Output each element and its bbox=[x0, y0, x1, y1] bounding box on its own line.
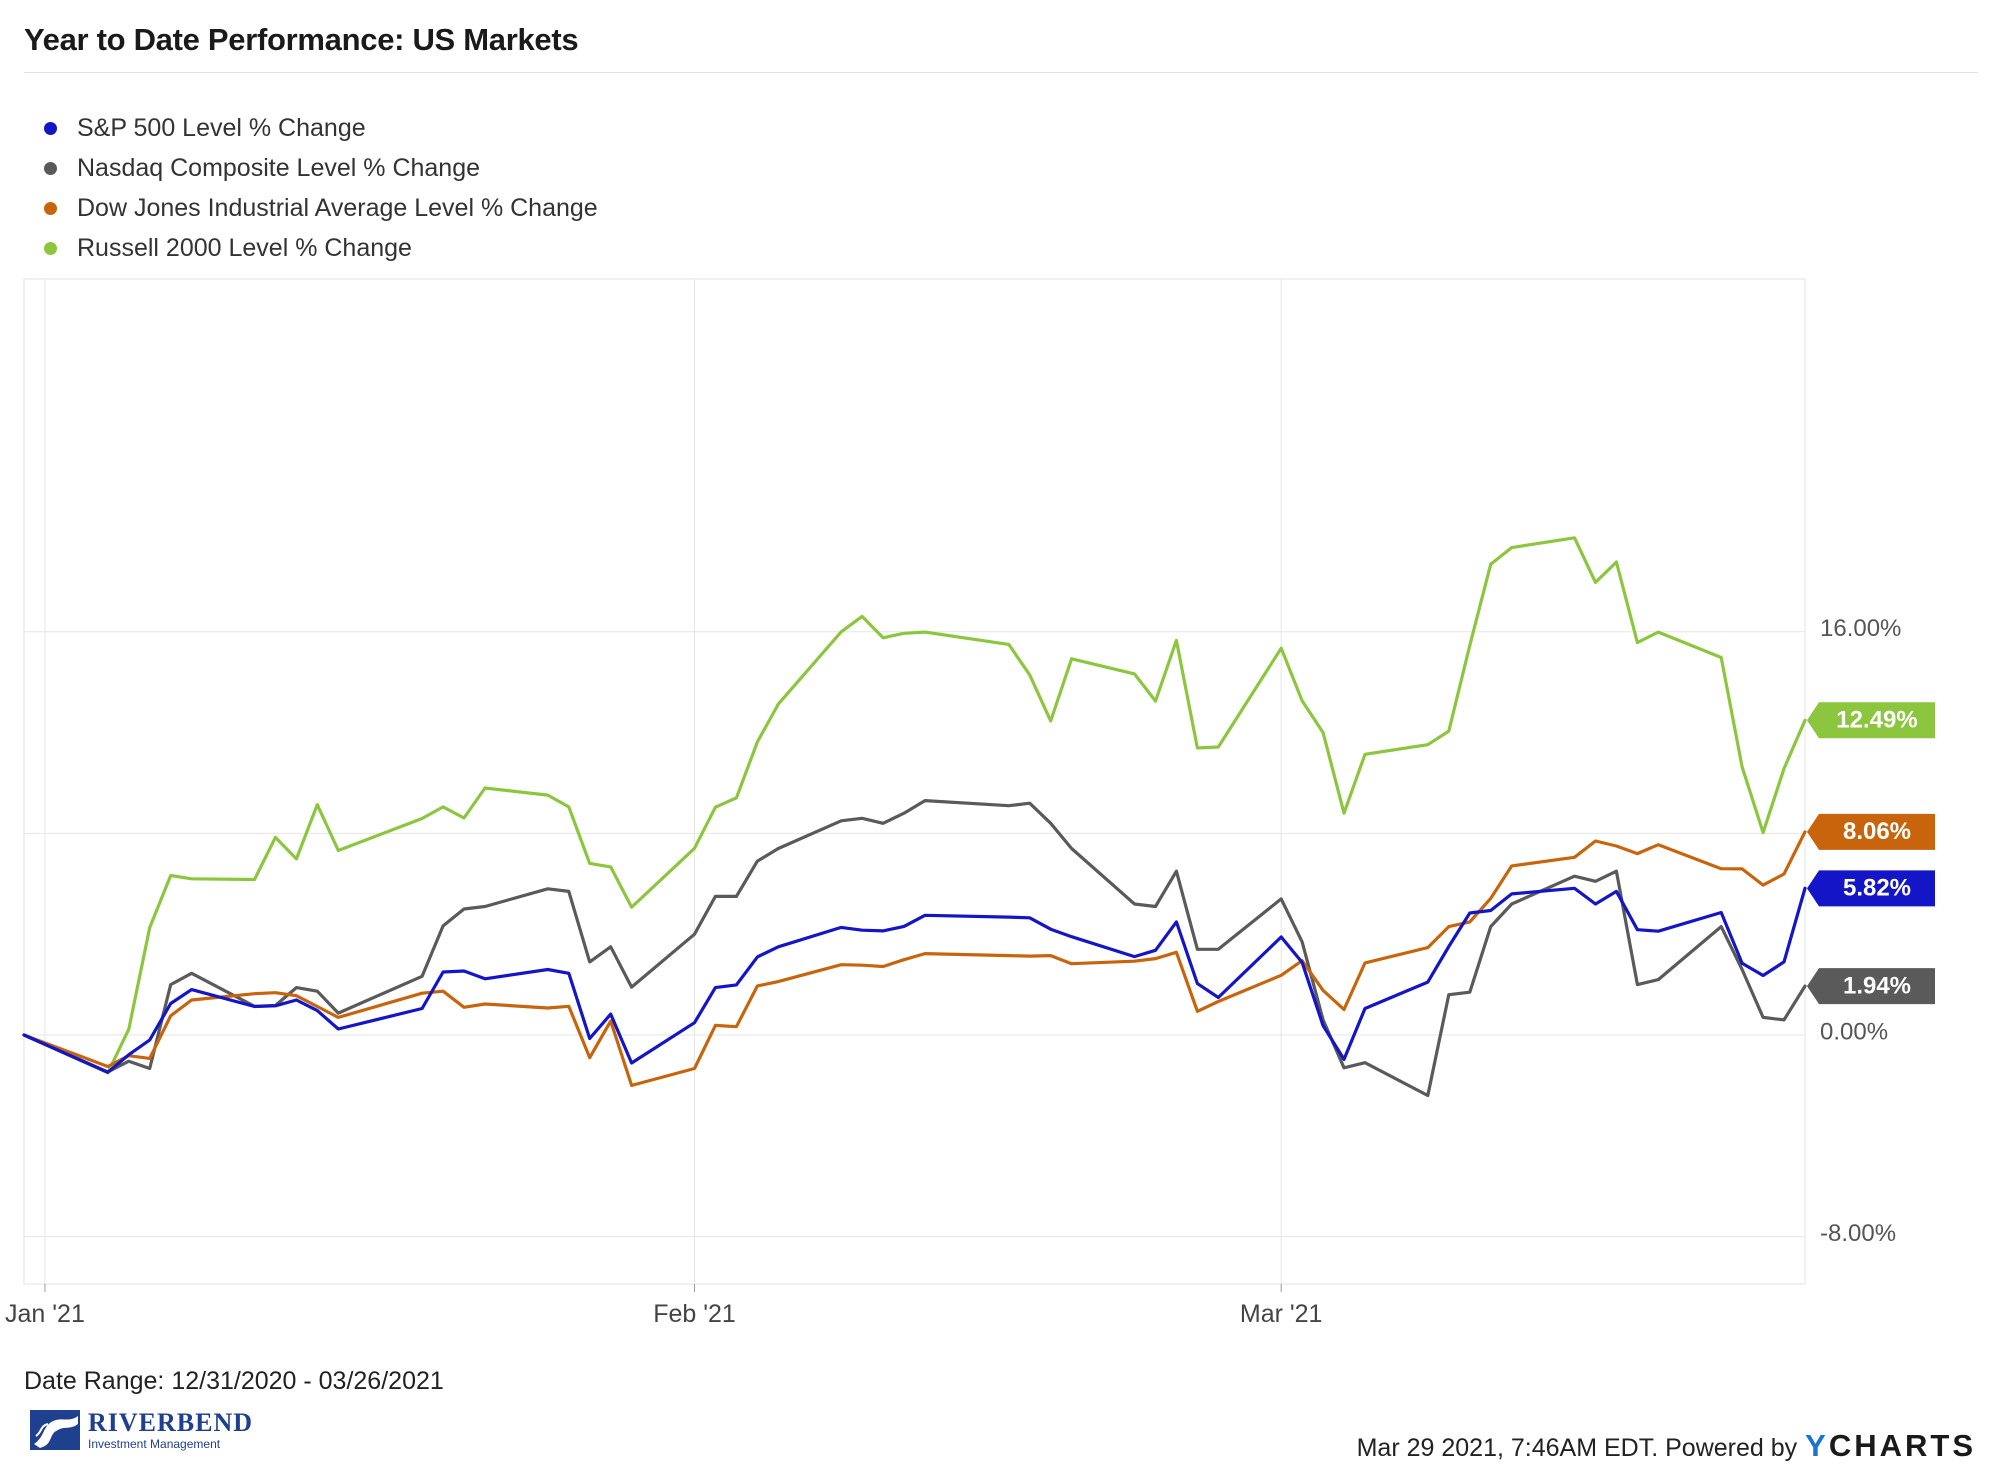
end-label-flag-1 bbox=[1807, 968, 1935, 1005]
ycharts-logo-y: Y bbox=[1805, 1428, 1829, 1463]
legend-label-nasdaq: Nasdaq Composite Level % Change bbox=[77, 153, 481, 182]
y-tick-label: 16.00% bbox=[1820, 615, 1901, 642]
legend-item-sp500[interactable]: S&P 500 Level % Change bbox=[44, 108, 598, 148]
riverbend-logo-icon bbox=[30, 1410, 80, 1450]
legend-label-sp500: S&P 500 Level % Change bbox=[77, 113, 366, 142]
ycharts-logo-rest: CHARTS bbox=[1828, 1428, 1976, 1463]
timestamp: Mar 29 2021, 7:46AM EDT. bbox=[1356, 1434, 1659, 1462]
ycharts-logo[interactable]: YCHARTS bbox=[1805, 1428, 1976, 1464]
y-tick-label: 0.00% bbox=[1820, 1018, 1888, 1045]
end-label-flag-3 bbox=[1807, 702, 1935, 739]
legend-dot-sp500 bbox=[44, 121, 57, 135]
x-tick-label: Jan '21 bbox=[5, 1300, 85, 1328]
logo-name: RIVERBEND bbox=[88, 1408, 254, 1437]
legend-item-nasdaq[interactable]: Nasdaq Composite Level % Change bbox=[44, 148, 598, 188]
legend-label-dow: Dow Jones Industrial Average Level % Cha… bbox=[77, 193, 598, 222]
end-label-flag-2 bbox=[1807, 813, 1935, 850]
title-divider bbox=[24, 72, 1978, 73]
series-line-3 bbox=[22, 536, 1807, 1075]
end-label-text-2: 8.06% bbox=[1843, 818, 1911, 845]
page-title: Year to Date Performance: US Markets bbox=[24, 22, 579, 57]
end-label-text-0: 5.82% bbox=[1843, 875, 1911, 902]
chart-legend: S&P 500 Level % Change Nasdaq Composite … bbox=[44, 108, 598, 268]
end-label-layer: 5.82% 1.94% 8.06% 12.49% bbox=[1807, 702, 1935, 1005]
series-line-1 bbox=[22, 798, 1807, 1098]
series-layer bbox=[22, 536, 1807, 1098]
legend-dot-dow bbox=[44, 201, 57, 215]
series-line-2 bbox=[22, 830, 1807, 1088]
series-line-0 bbox=[22, 886, 1807, 1074]
powered-by: Powered by bbox=[1665, 1434, 1798, 1462]
end-label-text-3: 12.49% bbox=[1836, 707, 1917, 734]
logo-subtitle: Investment Management bbox=[88, 1437, 221, 1451]
legend-label-russell: Russell 2000 Level % Change bbox=[77, 233, 412, 262]
x-tick-label: Mar '21 bbox=[1240, 1300, 1323, 1328]
plot-border bbox=[23, 278, 1806, 1285]
y-tick-label: -8.00% bbox=[1820, 1220, 1896, 1247]
legend-dot-russell bbox=[44, 241, 57, 255]
end-label-flag-0 bbox=[1807, 870, 1935, 907]
legend-dot-nasdaq bbox=[44, 161, 57, 175]
legend-item-dow[interactable]: Dow Jones Industrial Average Level % Cha… bbox=[44, 188, 598, 228]
grid-layer bbox=[23, 278, 1806, 1285]
credit-line: Mar 29 2021, 7:46AM EDT. Powered by YCHA… bbox=[1357, 1428, 1976, 1464]
date-range: Date Range: 12/31/2020 - 03/26/2021 bbox=[24, 1367, 444, 1395]
end-label-text-1: 1.94% bbox=[1843, 972, 1911, 999]
riverbend-logo: RIVERBEND Investment Management bbox=[28, 1406, 253, 1454]
x-tick-label: Feb '21 bbox=[653, 1300, 736, 1328]
legend-item-russell[interactable]: Russell 2000 Level % Change bbox=[44, 228, 598, 268]
